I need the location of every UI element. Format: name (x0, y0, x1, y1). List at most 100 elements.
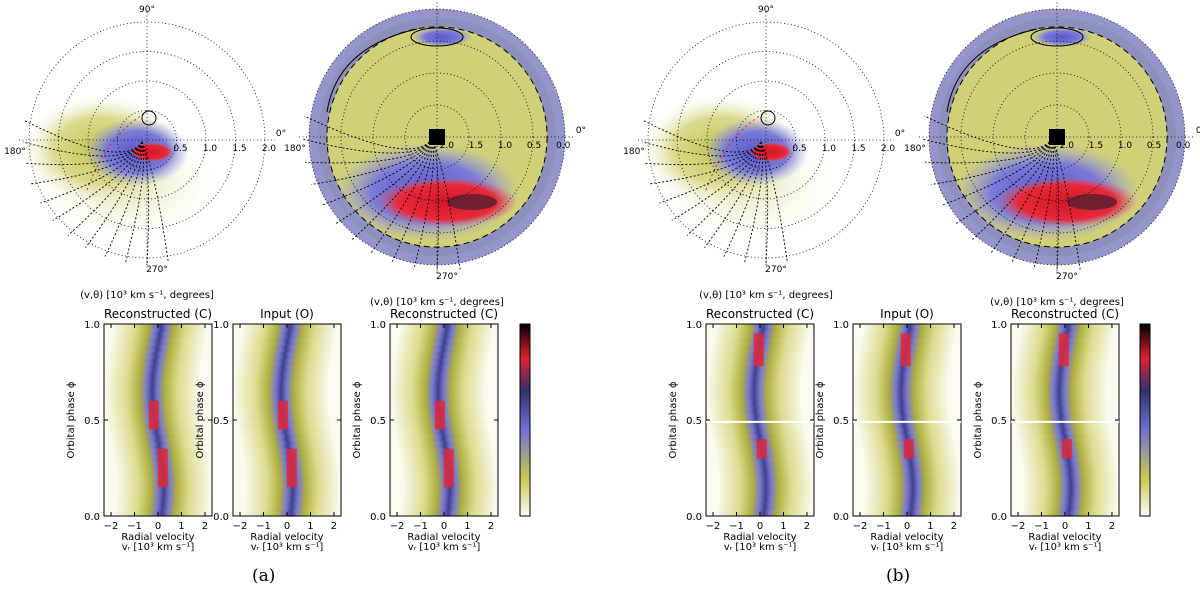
y-axis-label: Orbital phase ϕ (66, 381, 77, 458)
radial-tick: 1.0 (498, 141, 513, 151)
velocity-spoke (970, 138, 1053, 241)
spectrum-row (236, 365, 329, 373)
spectrum-row (245, 502, 338, 510)
spectrum-row (109, 351, 202, 359)
spectrum-title: Reconstructed (C) (706, 307, 814, 321)
spectrum-row (399, 330, 492, 339)
spectrum-row (238, 351, 331, 359)
spectrum-row (855, 399, 948, 407)
y-tick-label: 0.0 (213, 512, 229, 523)
spectrum-row (1013, 399, 1106, 407)
angle-label-180: 180° (623, 147, 645, 157)
radial-tick: 1.0 (203, 144, 218, 154)
spectrum-row (236, 372, 328, 380)
spectrum-row (106, 378, 199, 387)
angle-label-0: 0° (576, 126, 586, 136)
spectrum-row (866, 468, 958, 476)
y-tick-label: 0.5 (833, 416, 849, 427)
x-tick-label: −1 (876, 521, 891, 532)
grid-circle (87, 80, 207, 200)
spectrum-row (242, 440, 334, 449)
spectrum-row (106, 392, 199, 401)
spectrum-row (719, 468, 811, 476)
spectrum-row (246, 495, 339, 503)
primary-star (1049, 129, 1065, 145)
spectrum-row (718, 509, 810, 517)
spectrum-row (857, 413, 949, 421)
y-tick-label: 0.0 (84, 512, 100, 523)
emission-core (1061, 439, 1072, 459)
emission-peak (447, 194, 497, 210)
trailed-spectrum: −2 −1 0 1 2 0.0 0.5 1.0 Reconstructed (C) Radial … (668, 307, 815, 553)
angle-label-90: 90° (758, 5, 774, 15)
x-tick-label: −2 (1011, 521, 1026, 532)
angle-label-0: 0° (276, 129, 286, 139)
radial-tick: 0.0 (556, 141, 571, 151)
x-tick-label: 1 (1085, 521, 1091, 532)
velocity-spoke (924, 138, 1053, 164)
spectrum-row (402, 502, 495, 510)
spectrum-row (867, 481, 959, 490)
spectrum-row (111, 433, 204, 442)
x-axis-label-units: vᵣ [10³ km s⁻¹] (724, 542, 797, 553)
velocity-spoke (990, 138, 1053, 254)
velocity-spoke (67, 141, 143, 236)
colorbar-scale (519, 323, 531, 517)
x-tick-label: 0 (1062, 521, 1068, 532)
dashed-ring (946, 26, 1168, 248)
spectrum-row (397, 433, 490, 442)
radial-tick: 0.5 (173, 144, 187, 154)
y-axis-label: Orbital phase ϕ (352, 381, 363, 458)
spectrum-row (709, 406, 802, 414)
x-tick-label: 2 (331, 521, 337, 532)
x-axis-label-units: vᵣ [10³ km s⁻¹] (122, 542, 195, 553)
spectrum-row (107, 365, 200, 373)
x-tick-label: 1 (780, 521, 786, 532)
velocity-spoke (686, 141, 762, 236)
trailed-spectrum: −2 −1 0 1 2 0.0 0.5 1.0 Input (O) Radial velocity… (815, 307, 962, 553)
angle-label-270: 270° (1056, 272, 1078, 282)
x-axis-label-units: vᵣ [10³ km s⁻¹] (871, 542, 944, 553)
spectrum-row (1025, 481, 1117, 490)
spectrum-row (401, 324, 493, 332)
velocity-spoke (125, 141, 145, 263)
velocity-spoke (431, 138, 461, 270)
spectrum-row (1014, 365, 1107, 373)
spectrum-row (1024, 495, 1117, 503)
polar-map: 90° 0° 180° 270° 2.0 1.5 1.0 0.5 0.0 (v,θ) [10³ k… (284, 0, 586, 308)
angle-label-270: 270° (765, 265, 787, 275)
x-axis-label: Radial velocity (250, 532, 323, 543)
spectrum-row (107, 372, 199, 380)
spectrum-row (108, 358, 201, 366)
emission-core (148, 400, 159, 430)
x-tick-label: −2 (853, 521, 868, 532)
spectrum-row (718, 502, 811, 510)
y-tick-label: 0.5 (370, 416, 386, 427)
x-tick-label: −1 (127, 521, 142, 532)
velocity-spoke (52, 141, 143, 221)
spectrum-row (866, 495, 959, 503)
velocity-spoke (85, 141, 143, 248)
spectrum-row (235, 385, 327, 394)
spectrum-row (1017, 426, 1110, 435)
spectrum-row (708, 385, 800, 394)
spectrum-row (1023, 461, 1116, 469)
spectrum-row (855, 378, 948, 387)
x-tick-label: −2 (706, 521, 721, 532)
x-tick-label: 2 (488, 521, 494, 532)
velocity-spoke (922, 138, 1053, 154)
x-axis-label-units: vᵣ [10³ km s⁻¹] (408, 542, 481, 553)
spectrum-row (719, 488, 812, 497)
x-tick-label: 2 (951, 521, 957, 532)
spectrum-row (856, 365, 949, 373)
y-tick-label: 0.5 (84, 416, 100, 427)
x-axis-label-units: vᵣ [10³ km s⁻¹] (251, 542, 324, 553)
spectrum-row (397, 344, 489, 353)
polar-subtitle: (v,θ) [10³ km s⁻¹, degrees] (990, 297, 1124, 308)
velocity-spoke (302, 138, 433, 154)
map-ring-blue (308, 8, 566, 266)
spectrum-row (718, 461, 811, 469)
radial-tick: 1.5 (1089, 141, 1103, 151)
velocity-spoke (334, 138, 433, 225)
emission-core (756, 439, 767, 459)
